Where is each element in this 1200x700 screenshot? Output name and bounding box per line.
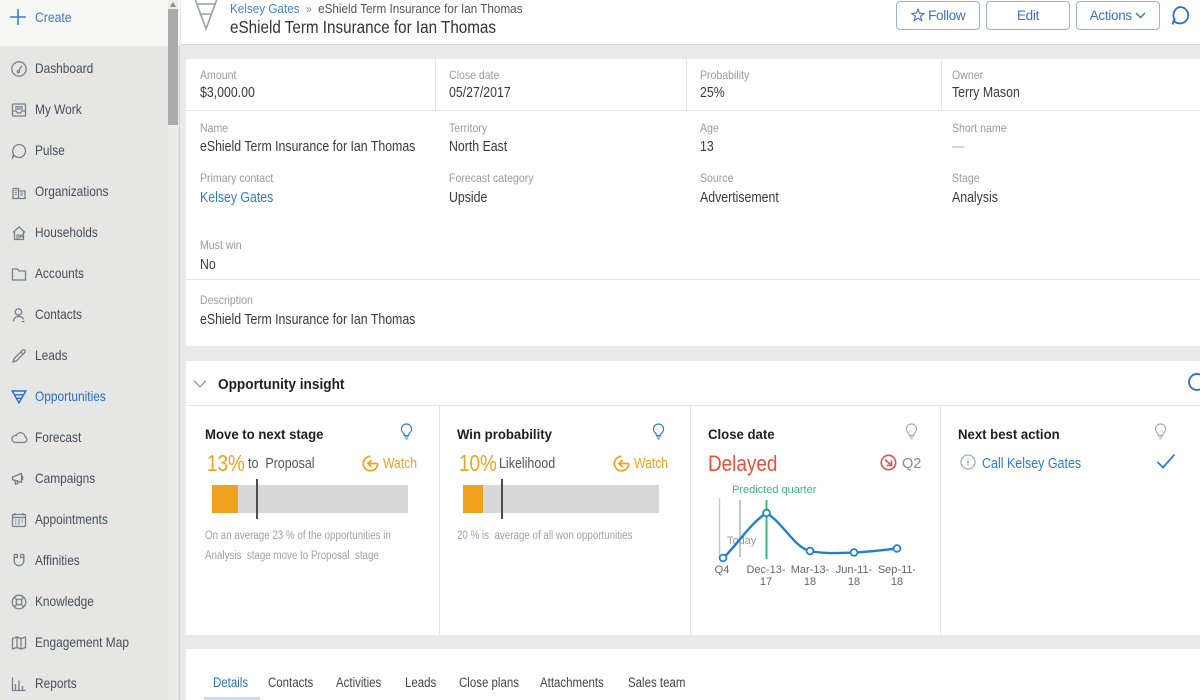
- svg-text:Sep-11-: Sep-11-: [878, 564, 915, 576]
- svg-text:Dec-13-: Dec-13-: [746, 564, 785, 576]
- svg-text:18: 18: [804, 576, 816, 588]
- svg-text:18: 18: [891, 576, 903, 588]
- svg-text:Mar-13-: Mar-13-: [791, 564, 830, 576]
- svg-text:Jun-11-: Jun-11-: [836, 564, 873, 576]
- svg-text:Predicted quarter: Predicted quarter: [732, 484, 817, 496]
- svg-text:Q4: Q4: [715, 564, 730, 576]
- svg-text:18: 18: [848, 576, 860, 588]
- svg-text:17: 17: [760, 576, 772, 588]
